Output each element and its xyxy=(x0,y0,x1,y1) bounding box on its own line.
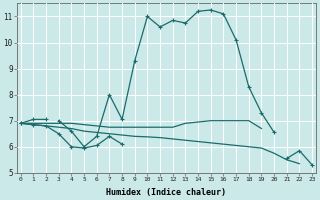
X-axis label: Humidex (Indice chaleur): Humidex (Indice chaleur) xyxy=(107,188,227,197)
